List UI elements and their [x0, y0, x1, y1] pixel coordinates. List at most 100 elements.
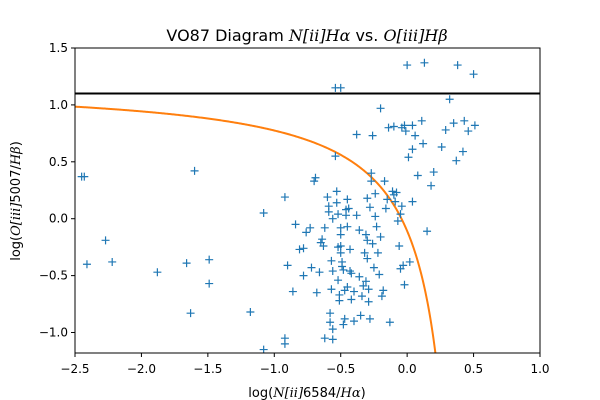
data-point [368, 239, 377, 248]
data-point [302, 228, 311, 237]
data-point [80, 172, 89, 181]
data-point [205, 255, 214, 264]
data-point [381, 204, 390, 213]
y-tick-label: 0.5 [49, 155, 68, 169]
data-point [458, 147, 467, 156]
data-point [190, 166, 199, 175]
x-axis-ticks: −2.5 −2.0 −1.5 −1.0 −0.5 0.0 0.5 1.0 [60, 353, 550, 376]
data-point [347, 295, 356, 304]
data-point [101, 236, 110, 245]
data-point [310, 177, 319, 186]
data-point [372, 222, 381, 231]
data-point [377, 292, 386, 301]
data-point [400, 121, 409, 130]
data-point [388, 187, 397, 196]
data-point [338, 262, 347, 271]
data-point [328, 335, 337, 344]
data-point [363, 254, 372, 263]
plot-frame [74, 47, 541, 354]
data-point [336, 242, 345, 251]
data-point [404, 153, 413, 162]
data-point [437, 143, 446, 152]
data-point [350, 317, 358, 326]
data-point [420, 58, 429, 67]
data-point [339, 265, 348, 274]
data-point [306, 223, 315, 232]
data-point [357, 292, 366, 301]
data-point [453, 61, 462, 70]
data-point [383, 195, 392, 204]
data-point [384, 123, 393, 132]
y-tick-label: −1.0 [39, 326, 68, 340]
data-point [334, 276, 343, 285]
data-point [108, 257, 117, 266]
data-point [336, 83, 345, 92]
data-point [82, 260, 91, 269]
data-point [417, 116, 426, 125]
data-point [326, 318, 335, 327]
data-point [379, 286, 388, 295]
data-point [361, 277, 370, 286]
data-point [445, 95, 454, 104]
data-point [413, 171, 422, 180]
data-point [469, 70, 478, 79]
data-point [400, 280, 409, 289]
data-point [411, 131, 420, 140]
data-point [363, 236, 372, 245]
y-tick-label: 1.0 [49, 98, 68, 112]
data-point [328, 325, 337, 334]
data-point [397, 202, 406, 211]
x-axis-label: log(N[ii]6584/Hα) [248, 386, 365, 400]
data-point [318, 235, 327, 244]
data-point [346, 245, 355, 254]
data-point [395, 242, 404, 251]
x-tick-label: 0.5 [464, 362, 483, 376]
data-point [339, 320, 348, 329]
x-tick-label: −0.5 [326, 362, 355, 376]
data-point [429, 168, 438, 177]
data-point [336, 230, 345, 239]
data-point [320, 223, 329, 232]
data-point [364, 285, 373, 294]
data-point [363, 194, 372, 203]
data-point [427, 181, 436, 190]
data-point [376, 232, 385, 241]
data-point [371, 189, 380, 198]
data-point [367, 177, 376, 186]
data-point [332, 198, 341, 207]
data-point [323, 193, 332, 202]
data-point [340, 314, 349, 323]
data-point [291, 220, 300, 229]
data-point [350, 287, 358, 296]
y-tick-label: 1.5 [49, 41, 68, 55]
data-point [182, 259, 191, 268]
data-point [344, 204, 353, 213]
data-point [470, 121, 479, 130]
data-point [299, 271, 308, 280]
data-point [376, 104, 385, 113]
data-point [449, 119, 458, 128]
data-point [315, 268, 324, 277]
scatter-points [77, 58, 479, 353]
data-point [288, 287, 297, 296]
data-point [441, 125, 450, 134]
data-point [359, 281, 368, 290]
x-tick-label: −2.0 [127, 362, 156, 376]
data-point [319, 242, 328, 251]
data-point [355, 272, 364, 281]
data-point [283, 261, 292, 270]
data-point [343, 195, 352, 204]
data-point [343, 222, 352, 231]
x-tick-label: −1.5 [193, 362, 222, 376]
data-point [356, 311, 365, 320]
data-point [408, 145, 417, 154]
data-point [186, 309, 195, 318]
data-point [205, 279, 214, 288]
y-axis-ticks: −1.0 −0.5 0.0 0.5 1.0 1.5 [39, 41, 75, 340]
y-tick-label: 0.0 [49, 212, 68, 226]
data-point [464, 127, 473, 136]
data-point [347, 269, 356, 278]
data-point [327, 256, 336, 265]
data-point [299, 244, 308, 253]
